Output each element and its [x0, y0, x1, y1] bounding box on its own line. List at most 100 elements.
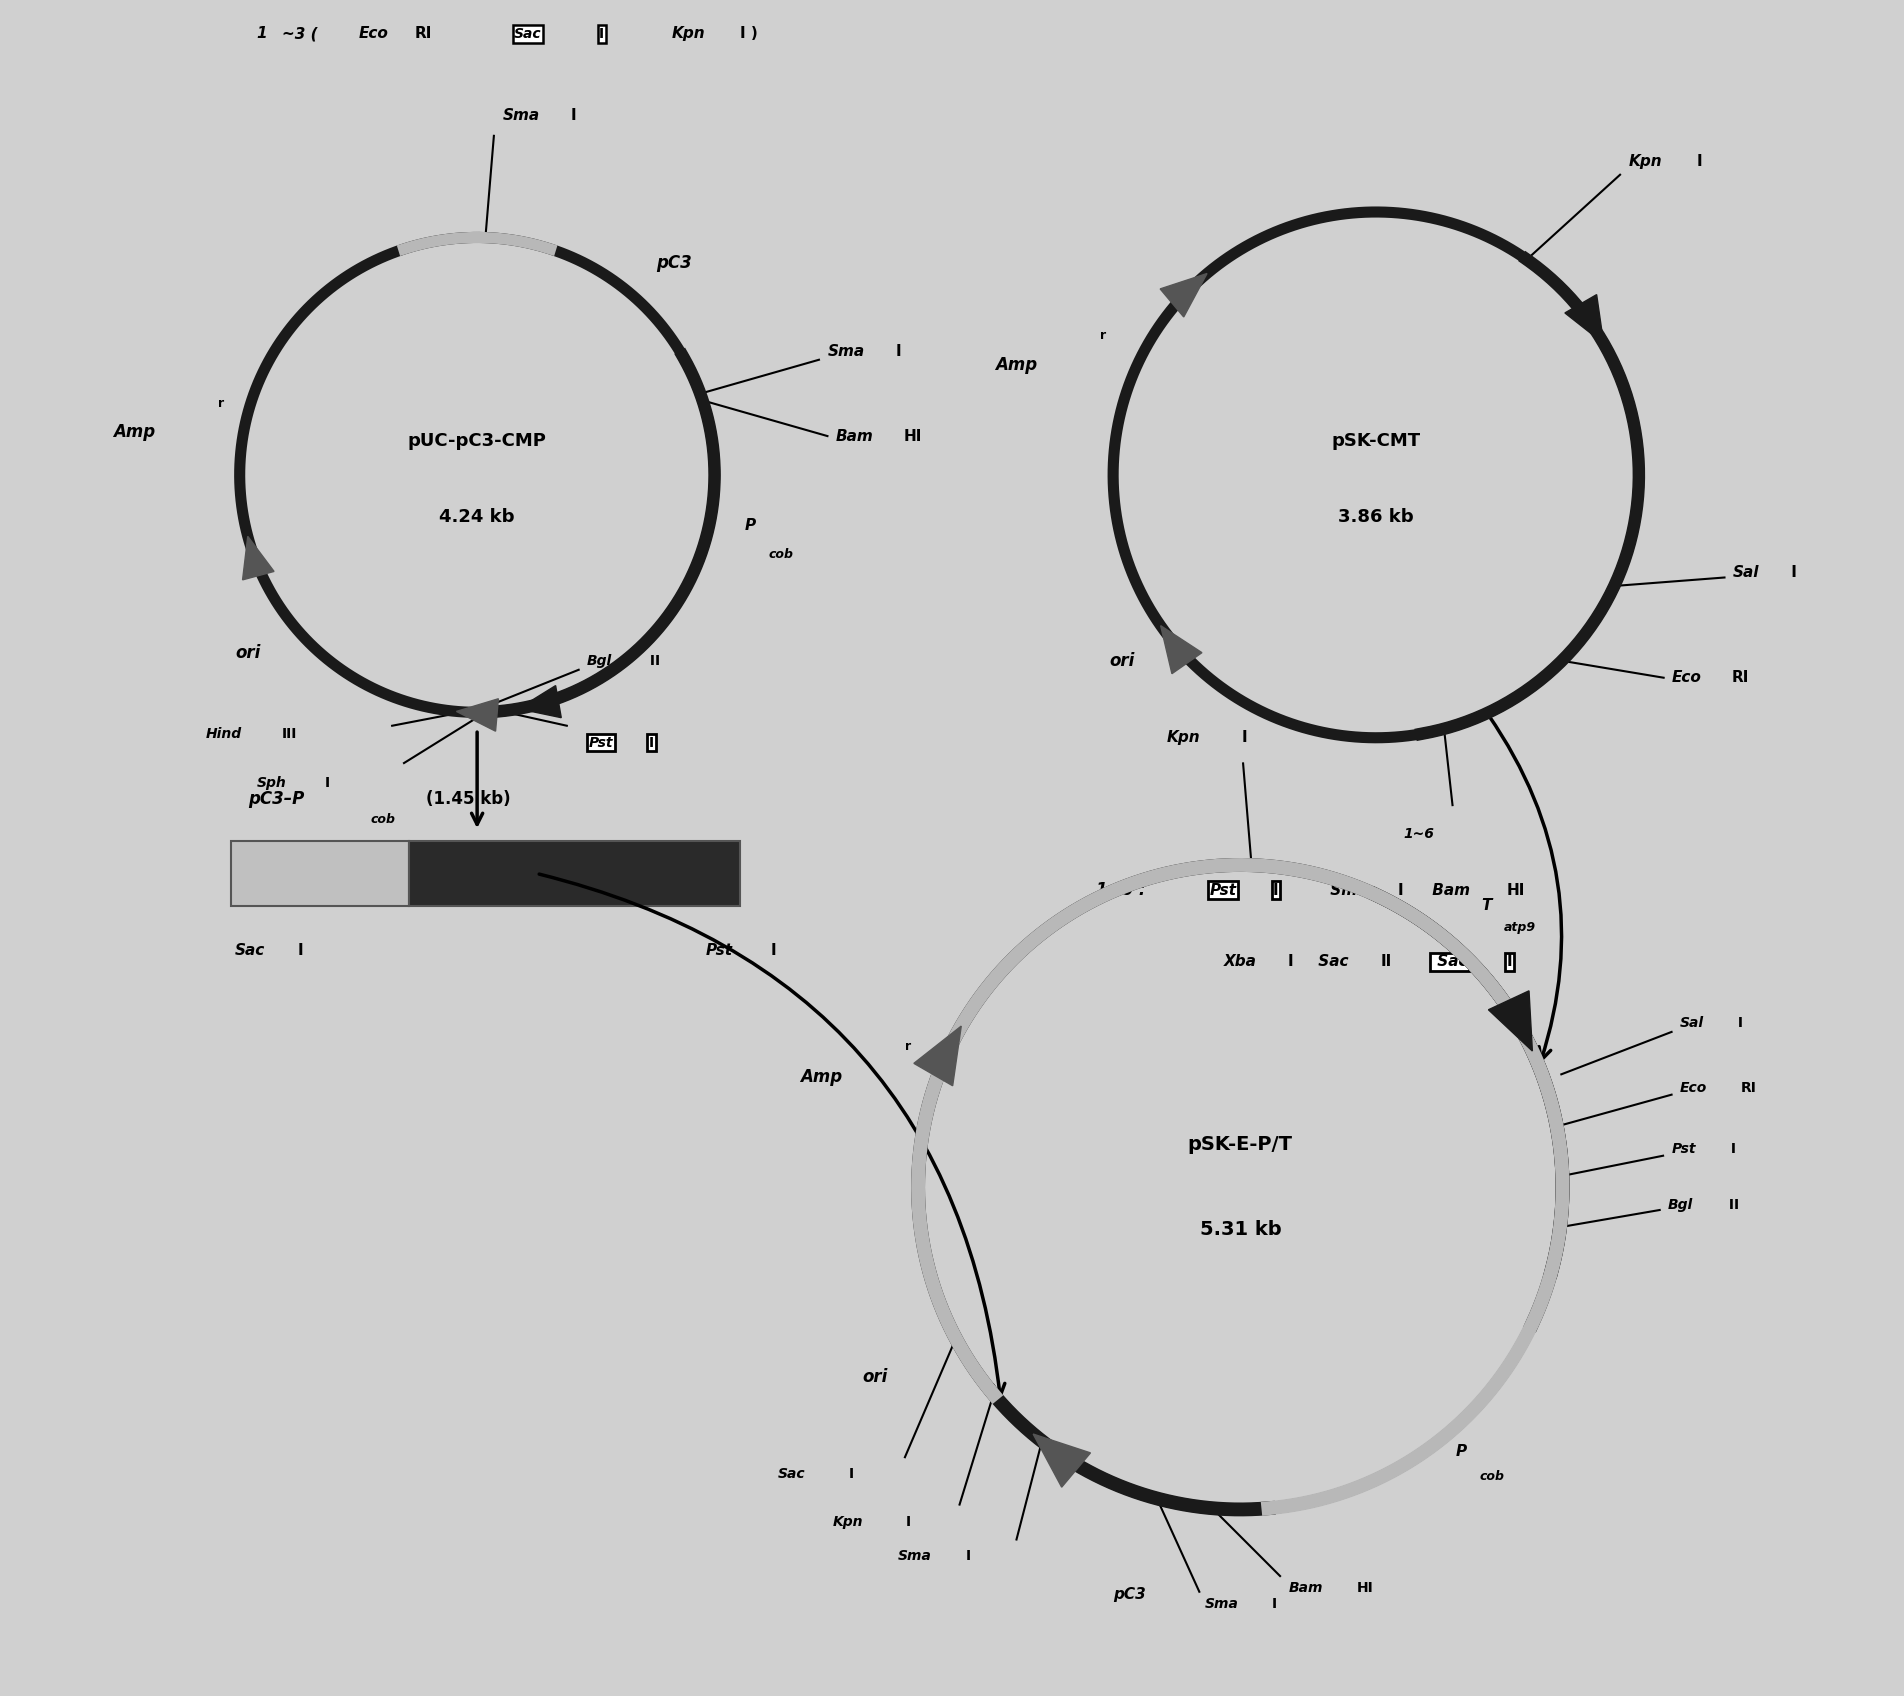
- Text: Xba: Xba: [1224, 955, 1257, 968]
- Text: I: I: [1786, 565, 1795, 580]
- Text: Eco: Eco: [358, 27, 388, 41]
- Polygon shape: [518, 685, 562, 717]
- Text: ori: ori: [1108, 653, 1135, 670]
- Text: Sac: Sac: [1432, 955, 1468, 968]
- Text: r: r: [904, 1040, 910, 1053]
- Text: I: I: [1733, 1016, 1742, 1031]
- Text: I: I: [600, 27, 604, 41]
- Text: P: P: [1457, 1443, 1466, 1459]
- Polygon shape: [1034, 1435, 1091, 1487]
- Text: I: I: [569, 109, 575, 124]
- Text: I: I: [771, 943, 777, 958]
- Text: 1~6: 1~6: [1403, 828, 1434, 841]
- Text: pC3: pC3: [655, 254, 691, 273]
- Text: r: r: [1099, 329, 1106, 343]
- Text: HI: HI: [1506, 884, 1525, 897]
- Text: I: I: [1274, 884, 1279, 897]
- Text: Amp: Amp: [112, 424, 154, 441]
- Text: Pst: Pst: [1672, 1141, 1696, 1157]
- Text: Pst: Pst: [706, 943, 733, 958]
- Text: Sma: Sma: [1325, 884, 1367, 897]
- Text: P: P: [744, 519, 756, 533]
- Text: I: I: [649, 736, 655, 750]
- Text: Pst: Pst: [588, 736, 613, 750]
- Text: Kpn: Kpn: [1628, 154, 1662, 168]
- Text: RI: RI: [415, 27, 432, 41]
- Text: 4.24 kb: 4.24 kb: [440, 509, 514, 526]
- Text: I: I: [1506, 955, 1512, 968]
- Text: (1.45 kb): (1.45 kb): [426, 790, 510, 807]
- Text: Sac: Sac: [234, 943, 265, 958]
- Polygon shape: [457, 699, 499, 731]
- Text: I: I: [1287, 955, 1293, 968]
- Text: Kpn: Kpn: [672, 27, 706, 41]
- Text: ori: ori: [236, 644, 261, 661]
- Text: I: I: [1398, 884, 1403, 897]
- Text: 3.86 kb: 3.86 kb: [1339, 509, 1415, 526]
- Text: Amp: Amp: [994, 356, 1038, 373]
- Text: I: I: [1696, 154, 1702, 168]
- Text: Kpn: Kpn: [832, 1515, 863, 1528]
- Text: Sma: Sma: [503, 109, 539, 124]
- Text: Sma: Sma: [899, 1550, 931, 1564]
- Text: Bgl: Bgl: [586, 655, 613, 668]
- Text: HI: HI: [1356, 1581, 1373, 1594]
- Text: cob: cob: [1479, 1470, 1504, 1482]
- Text: pSK-CMT: pSK-CMT: [1331, 432, 1420, 449]
- Text: Bam: Bam: [836, 429, 874, 444]
- Text: Sac: Sac: [1314, 955, 1348, 968]
- Bar: [230, 841, 409, 906]
- Text: Eco: Eco: [1672, 670, 1702, 685]
- Text: 1: 1: [257, 27, 267, 41]
- Text: Sma: Sma: [1205, 1596, 1238, 1611]
- Text: Sal: Sal: [1733, 565, 1759, 580]
- Text: ~3 (: ~3 (: [282, 27, 318, 41]
- Text: pUC-pC3-CMP: pUC-pC3-CMP: [407, 432, 546, 449]
- Text: II: II: [645, 655, 661, 668]
- Text: Pst: Pst: [1209, 884, 1238, 897]
- Text: I: I: [324, 777, 329, 790]
- Text: I: I: [895, 344, 901, 360]
- Text: cob: cob: [369, 812, 396, 826]
- Text: II: II: [1380, 955, 1392, 968]
- Polygon shape: [242, 536, 274, 580]
- Text: I: I: [1725, 1141, 1736, 1157]
- Text: pC3: pC3: [1114, 1587, 1146, 1603]
- Text: II: II: [1725, 1197, 1738, 1213]
- Text: Sac: Sac: [514, 27, 543, 41]
- Text: Bam: Bam: [1426, 884, 1470, 897]
- Text: Amp: Amp: [800, 1068, 842, 1085]
- Bar: [409, 841, 741, 906]
- Text: 1~6 :: 1~6 :: [1097, 882, 1146, 899]
- Text: Sac: Sac: [777, 1467, 805, 1481]
- Text: pC3–P: pC3–P: [248, 790, 305, 807]
- Text: RI: RI: [1731, 670, 1750, 685]
- Text: Hind: Hind: [206, 728, 242, 741]
- Text: III: III: [282, 728, 297, 741]
- Text: Bgl: Bgl: [1668, 1197, 1693, 1213]
- Text: Sph: Sph: [257, 777, 286, 790]
- Text: I: I: [904, 1515, 910, 1528]
- Text: I: I: [297, 943, 303, 958]
- Text: cob: cob: [769, 548, 794, 561]
- Text: Eco: Eco: [1679, 1080, 1708, 1096]
- Polygon shape: [1489, 990, 1533, 1052]
- Text: Sal: Sal: [1679, 1016, 1704, 1031]
- Text: r: r: [217, 397, 225, 410]
- Text: Sma: Sma: [828, 344, 864, 360]
- Text: I: I: [1241, 731, 1247, 746]
- Text: I: I: [1272, 1596, 1278, 1611]
- Text: I ): I ): [741, 27, 758, 41]
- Text: Kpn: Kpn: [1167, 731, 1200, 746]
- Polygon shape: [1161, 626, 1201, 673]
- Text: ori: ori: [863, 1369, 887, 1386]
- Polygon shape: [1160, 273, 1207, 317]
- Text: T: T: [1481, 897, 1491, 912]
- Text: HI: HI: [904, 429, 922, 444]
- Text: pSK-E-P/T: pSK-E-P/T: [1188, 1135, 1293, 1155]
- Polygon shape: [1565, 295, 1603, 343]
- Text: I: I: [849, 1467, 855, 1481]
- Polygon shape: [914, 1026, 962, 1085]
- Text: atp9: atp9: [1504, 921, 1535, 934]
- Text: Bam: Bam: [1289, 1581, 1323, 1594]
